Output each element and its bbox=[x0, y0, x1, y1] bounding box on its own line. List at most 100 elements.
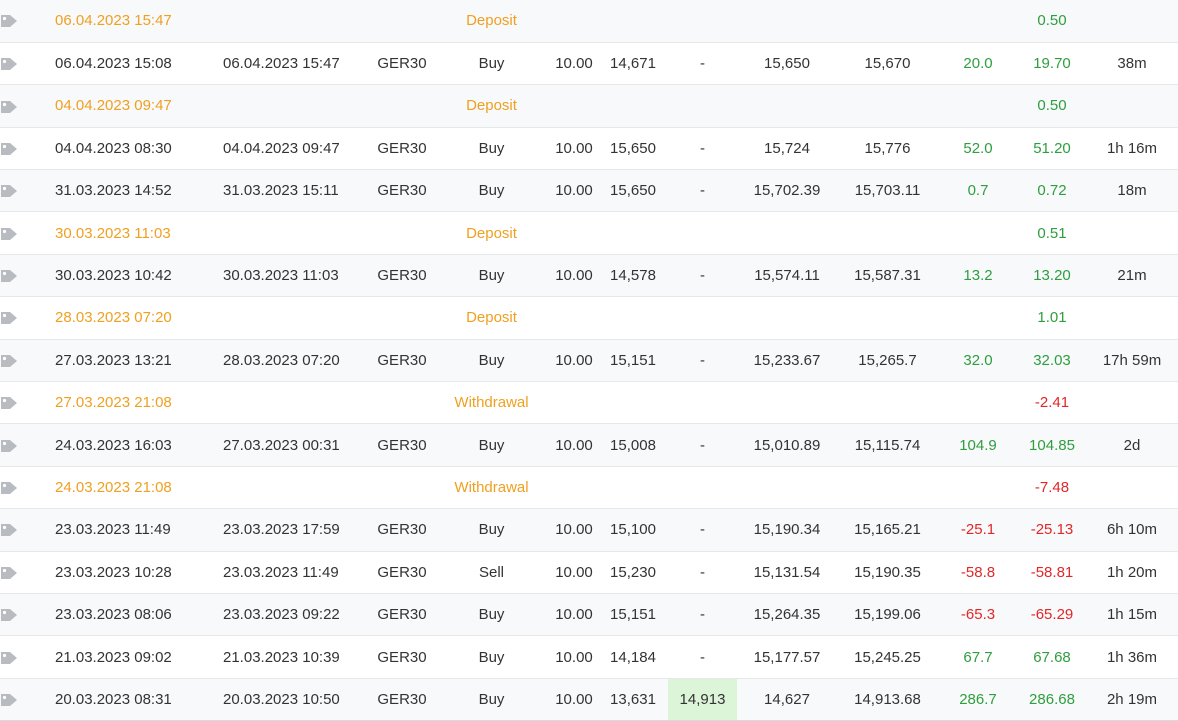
balance-row[interactable]: 28.03.2023 07:20 Deposit 1.01 bbox=[0, 297, 1178, 340]
take-profit bbox=[668, 85, 737, 127]
pips: 13.2 bbox=[963, 267, 993, 285]
tag-icon[interactable] bbox=[0, 566, 18, 580]
take-profit: - bbox=[700, 182, 705, 200]
close-time: 23.03.2023 11:49 bbox=[223, 563, 339, 581]
close-price: 15,776 bbox=[864, 139, 911, 157]
tag-icon-cell bbox=[0, 42, 55, 84]
tag-icon-cell bbox=[0, 382, 55, 424]
trade-row[interactable]: 23.03.2023 10:28 23.03.2023 11:49 GER30 Sel… bbox=[0, 551, 1178, 594]
lots: 10.00 bbox=[555, 139, 593, 157]
close-price: 15,265.7 bbox=[858, 351, 917, 369]
trade-row[interactable]: 31.03.2023 14:52 31.03.2023 15:11 GER30 Buy… bbox=[0, 169, 1178, 212]
tag-icon[interactable] bbox=[0, 100, 18, 114]
lots: 10.00 bbox=[555, 690, 593, 708]
take-profit: - bbox=[700, 139, 705, 157]
tag-icon[interactable] bbox=[0, 311, 18, 325]
tag-icon[interactable] bbox=[0, 608, 18, 622]
open-price: 15,702.39 bbox=[753, 182, 821, 200]
open-price: 15,574.11 bbox=[754, 267, 820, 285]
tag-icon-cell bbox=[0, 424, 55, 466]
symbol: GER30 bbox=[377, 606, 427, 624]
symbol: GER30 bbox=[377, 55, 427, 73]
take-profit: - bbox=[700, 267, 705, 285]
symbol: GER30 bbox=[377, 690, 427, 708]
open-price: 15,650 bbox=[764, 55, 810, 73]
open-price: 15,131.54 bbox=[753, 563, 821, 581]
stop-loss: 15,650 bbox=[610, 182, 656, 200]
stop-loss bbox=[598, 0, 668, 42]
profit: -58.81 bbox=[1030, 563, 1074, 581]
tag-icon[interactable] bbox=[0, 693, 18, 707]
transaction-type: Deposit bbox=[466, 309, 517, 327]
tag-icon[interactable] bbox=[0, 184, 18, 198]
tag-icon-cell bbox=[0, 466, 55, 508]
close-price bbox=[837, 0, 938, 42]
tag-icon[interactable] bbox=[0, 142, 18, 156]
action: Buy bbox=[478, 690, 505, 708]
tag-icon[interactable] bbox=[0, 14, 18, 28]
open-price bbox=[737, 0, 837, 42]
balance-row[interactable]: 30.03.2023 11:03 Deposit 0.51 bbox=[0, 212, 1178, 255]
duration: 18m bbox=[1117, 182, 1147, 200]
open-time: 30.03.2023 11:03 bbox=[55, 224, 171, 242]
take-profit bbox=[668, 466, 737, 508]
profit: 286.68 bbox=[1029, 690, 1075, 708]
trade-row[interactable]: 27.03.2023 13:21 28.03.2023 07:20 GER30 Buy… bbox=[0, 339, 1178, 382]
trade-row[interactable]: 30.03.2023 10:42 30.03.2023 11:03 GER30 Buy… bbox=[0, 254, 1178, 297]
trade-row[interactable]: 20.03.2023 08:31 20.03.2023 10:50 GER30 Buy… bbox=[0, 678, 1178, 721]
symbol: GER30 bbox=[377, 563, 427, 581]
tag-icon[interactable] bbox=[0, 481, 18, 495]
tag-icon[interactable] bbox=[0, 269, 18, 283]
trade-row[interactable]: 24.03.2023 16:03 27.03.2023 00:31 GER30 Buy… bbox=[0, 423, 1178, 467]
trade-row[interactable]: 23.03.2023 08:06 23.03.2023 09:22 GER30 Buy… bbox=[0, 593, 1178, 636]
pips bbox=[938, 382, 1018, 424]
stop-loss: 15,151 bbox=[610, 351, 656, 369]
open-time: 24.03.2023 16:03 bbox=[55, 436, 172, 454]
open-time: 06.04.2023 15:47 bbox=[55, 12, 172, 30]
action: Buy bbox=[478, 267, 505, 285]
close-time bbox=[223, 382, 371, 424]
close-time: 23.03.2023 09:22 bbox=[223, 606, 340, 624]
pips: 52.0 bbox=[963, 139, 993, 157]
tag-icon[interactable] bbox=[0, 396, 18, 410]
lots: 10.00 bbox=[555, 351, 593, 369]
balance-row[interactable]: 04.04.2023 09:47 Deposit 0.50 bbox=[0, 84, 1178, 128]
tag-icon-cell bbox=[0, 509, 55, 551]
trade-row[interactable]: 21.03.2023 09:02 21.03.2023 10:39 GER30 Buy… bbox=[0, 636, 1178, 679]
symbol bbox=[371, 297, 433, 339]
stop-loss: 13,631 bbox=[610, 690, 656, 708]
take-profit: - bbox=[700, 436, 705, 454]
tag-icon[interactable] bbox=[0, 523, 18, 537]
action: Buy bbox=[478, 139, 505, 157]
balance-row[interactable]: 06.04.2023 15:47 Deposit 0.50 bbox=[0, 0, 1178, 43]
pips bbox=[938, 212, 1018, 254]
tag-icon-cell bbox=[0, 636, 55, 678]
tag-icon[interactable] bbox=[0, 57, 18, 71]
stop-loss bbox=[598, 382, 668, 424]
pips: -58.8 bbox=[960, 563, 996, 581]
stop-loss bbox=[598, 85, 668, 127]
lots bbox=[550, 85, 598, 127]
profit: 0.50 bbox=[1037, 97, 1067, 115]
tag-icon-cell bbox=[0, 127, 55, 169]
take-profit: 14,913 bbox=[668, 678, 737, 721]
symbol: GER30 bbox=[377, 139, 427, 157]
tag-icon[interactable] bbox=[0, 354, 18, 368]
trade-row[interactable]: 06.04.2023 15:08 06.04.2023 15:47 GER30 Buy… bbox=[0, 42, 1178, 85]
balance-row[interactable]: 24.03.2023 21:08 Withdrawal -7.48 bbox=[0, 466, 1178, 509]
balance-row[interactable]: 27.03.2023 21:08 Withdrawal -2.41 bbox=[0, 382, 1178, 424]
tag-icon[interactable] bbox=[0, 651, 18, 665]
close-price bbox=[837, 466, 938, 508]
trade-row[interactable]: 04.04.2023 08:30 04.04.2023 09:47 GER30 Buy… bbox=[0, 127, 1178, 170]
profit: 51.20 bbox=[1033, 139, 1071, 157]
take-profit: - bbox=[700, 55, 705, 73]
lots bbox=[550, 0, 598, 42]
symbol bbox=[371, 382, 433, 424]
trade-row[interactable]: 23.03.2023 11:49 23.03.2023 17:59 GER30 Buy… bbox=[0, 508, 1178, 552]
pips: -65.3 bbox=[960, 606, 996, 624]
open-price bbox=[737, 297, 837, 339]
close-time: 28.03.2023 07:20 bbox=[223, 351, 340, 369]
tag-icon[interactable] bbox=[0, 227, 18, 241]
tag-icon[interactable] bbox=[0, 439, 18, 453]
lots bbox=[550, 297, 598, 339]
